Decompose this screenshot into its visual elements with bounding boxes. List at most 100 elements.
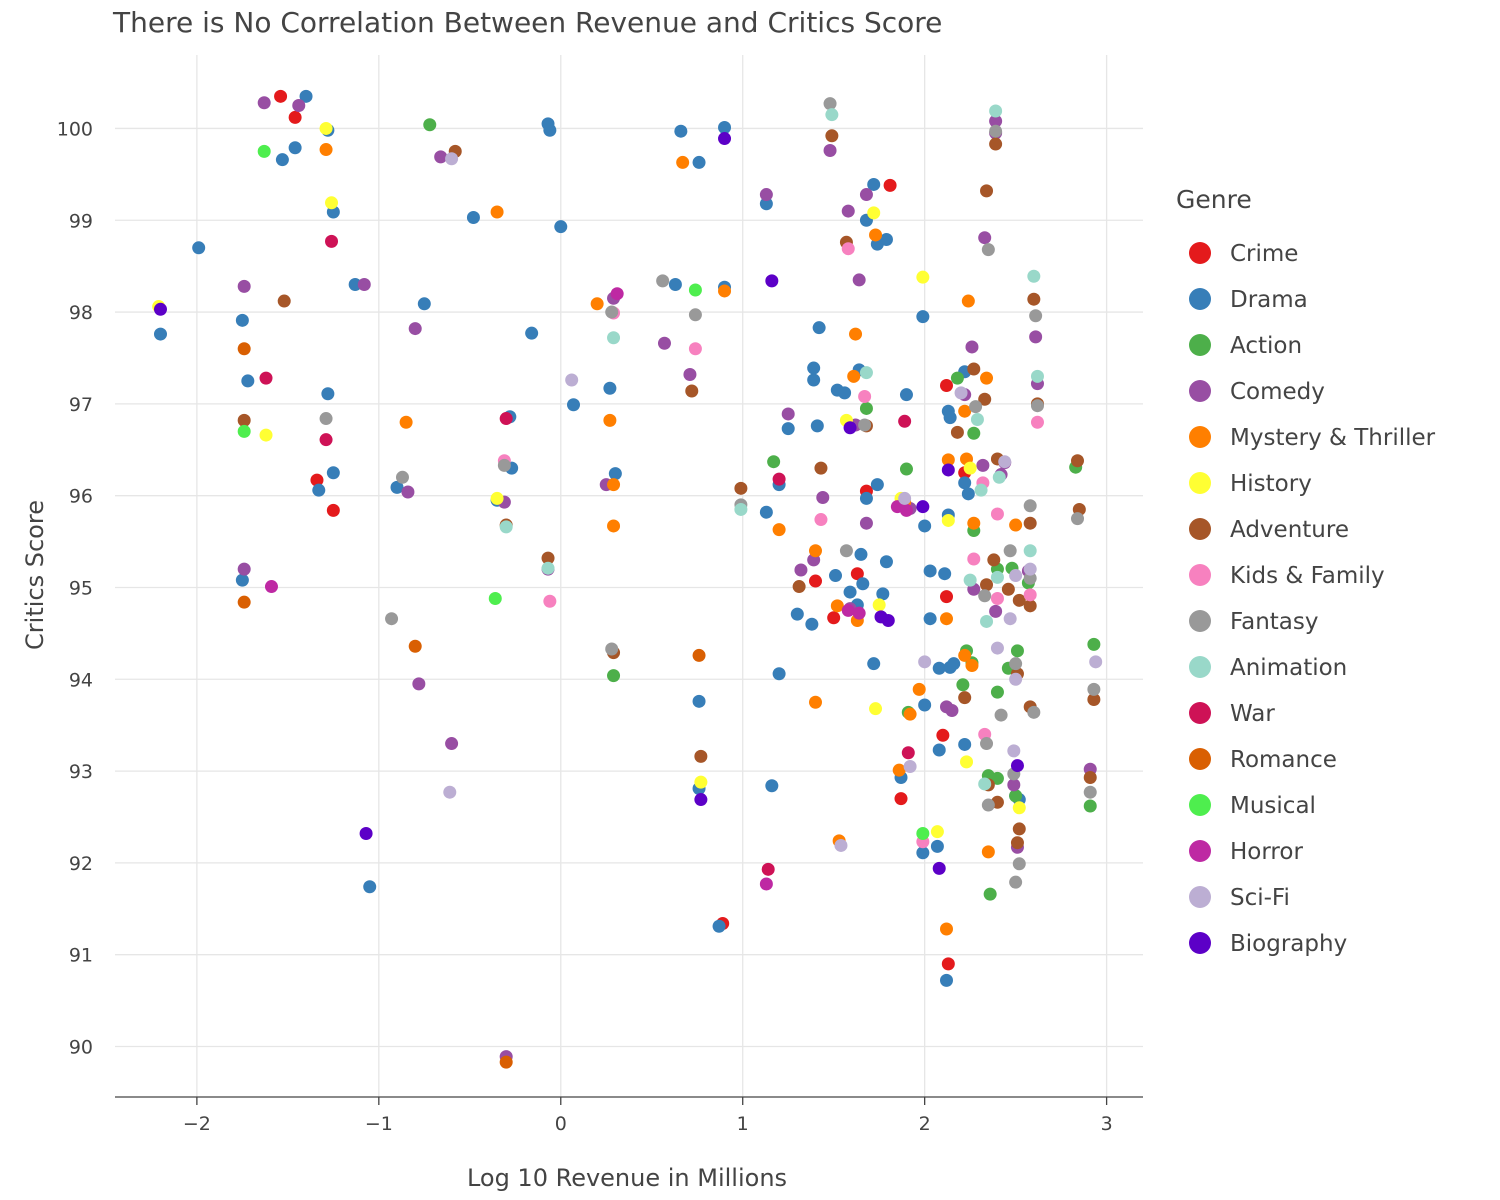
data-point xyxy=(1030,369,1044,383)
data-point xyxy=(936,728,950,742)
data-point xyxy=(1023,571,1037,585)
data-point xyxy=(1009,789,1023,803)
data-point xyxy=(605,642,619,656)
data-point xyxy=(941,957,955,971)
data-point xyxy=(912,682,926,696)
data-point xyxy=(692,155,706,169)
data-point xyxy=(718,132,732,146)
data-point xyxy=(607,519,621,533)
data-point xyxy=(694,793,708,807)
data-point xyxy=(1029,309,1043,323)
data-point xyxy=(567,398,581,412)
data-point xyxy=(978,231,992,245)
data-point xyxy=(932,743,946,757)
data-point xyxy=(892,763,906,777)
data-point xyxy=(901,746,915,760)
data-point xyxy=(981,845,995,859)
data-point xyxy=(950,371,964,385)
data-point xyxy=(326,503,340,517)
data-point xyxy=(969,400,983,414)
data-point xyxy=(1009,518,1023,532)
legend-label: Horror xyxy=(1230,839,1303,865)
x-tick-label: −2 xyxy=(183,1113,211,1135)
data-point xyxy=(1023,544,1037,558)
data-point xyxy=(980,614,994,628)
data-point xyxy=(772,523,786,537)
data-point xyxy=(259,371,273,385)
data-point xyxy=(958,648,972,662)
data-point xyxy=(859,401,873,415)
data-point xyxy=(759,188,773,202)
data-point xyxy=(408,639,422,653)
data-point xyxy=(939,973,953,987)
data-point xyxy=(565,373,579,387)
data-point xyxy=(607,331,621,345)
data-point xyxy=(849,327,863,341)
data-point xyxy=(685,384,699,398)
data-point xyxy=(275,153,289,167)
legend: Genre Crime Drama Action Comedy Mystery & Th… xyxy=(1176,185,1436,957)
data-point xyxy=(961,487,975,501)
data-point xyxy=(812,321,826,335)
data-point xyxy=(674,124,688,138)
data-point xyxy=(932,661,946,675)
data-point xyxy=(668,278,682,292)
data-point xyxy=(235,313,249,327)
data-point xyxy=(943,411,957,425)
data-point xyxy=(939,379,953,393)
data-point xyxy=(1070,512,1084,526)
data-point xyxy=(978,777,992,791)
y-tick-label: 98 xyxy=(69,302,93,324)
data-point xyxy=(1070,454,1084,468)
data-point xyxy=(990,641,1004,655)
data-point xyxy=(1007,778,1021,792)
data-point xyxy=(958,691,972,705)
data-point xyxy=(1027,705,1041,719)
data-point xyxy=(319,412,333,426)
data-point xyxy=(734,502,748,516)
data-point xyxy=(974,483,988,497)
data-point xyxy=(399,415,413,429)
data-point xyxy=(445,737,459,751)
legend-label: Biography xyxy=(1230,931,1347,957)
data-point xyxy=(603,381,617,395)
data-point xyxy=(1003,612,1017,626)
legend-marker xyxy=(1189,886,1211,908)
data-point xyxy=(841,242,855,256)
data-point xyxy=(941,453,955,467)
data-point xyxy=(989,124,1003,138)
data-point xyxy=(867,657,881,671)
data-point xyxy=(1087,637,1101,651)
legend-marker xyxy=(1189,748,1211,770)
legend-label: Animation xyxy=(1230,655,1347,681)
data-point xyxy=(898,491,912,505)
data-point xyxy=(310,473,324,487)
data-point xyxy=(765,779,779,793)
data-point xyxy=(694,775,708,789)
data-point xyxy=(916,846,930,860)
data-point xyxy=(445,152,459,166)
data-point xyxy=(1029,330,1043,344)
data-point xyxy=(923,612,937,626)
data-point xyxy=(759,877,773,891)
data-point xyxy=(488,591,502,605)
data-point xyxy=(288,141,302,155)
data-point xyxy=(958,737,972,751)
legend-marker xyxy=(1189,794,1211,816)
data-point xyxy=(989,137,1003,151)
data-point xyxy=(1009,875,1023,889)
data-point xyxy=(1007,744,1021,758)
data-point xyxy=(257,96,271,110)
data-point xyxy=(288,110,302,124)
data-point xyxy=(958,404,972,418)
data-point xyxy=(807,373,821,387)
data-point xyxy=(867,177,881,191)
data-point xyxy=(718,284,732,298)
data-point xyxy=(839,544,853,558)
data-point xyxy=(967,362,981,376)
y-tick-label: 95 xyxy=(69,577,93,599)
data-point xyxy=(823,143,837,157)
data-point xyxy=(1030,399,1044,413)
data-point xyxy=(401,485,415,499)
x-tick-label: 3 xyxy=(1101,1113,1113,1135)
